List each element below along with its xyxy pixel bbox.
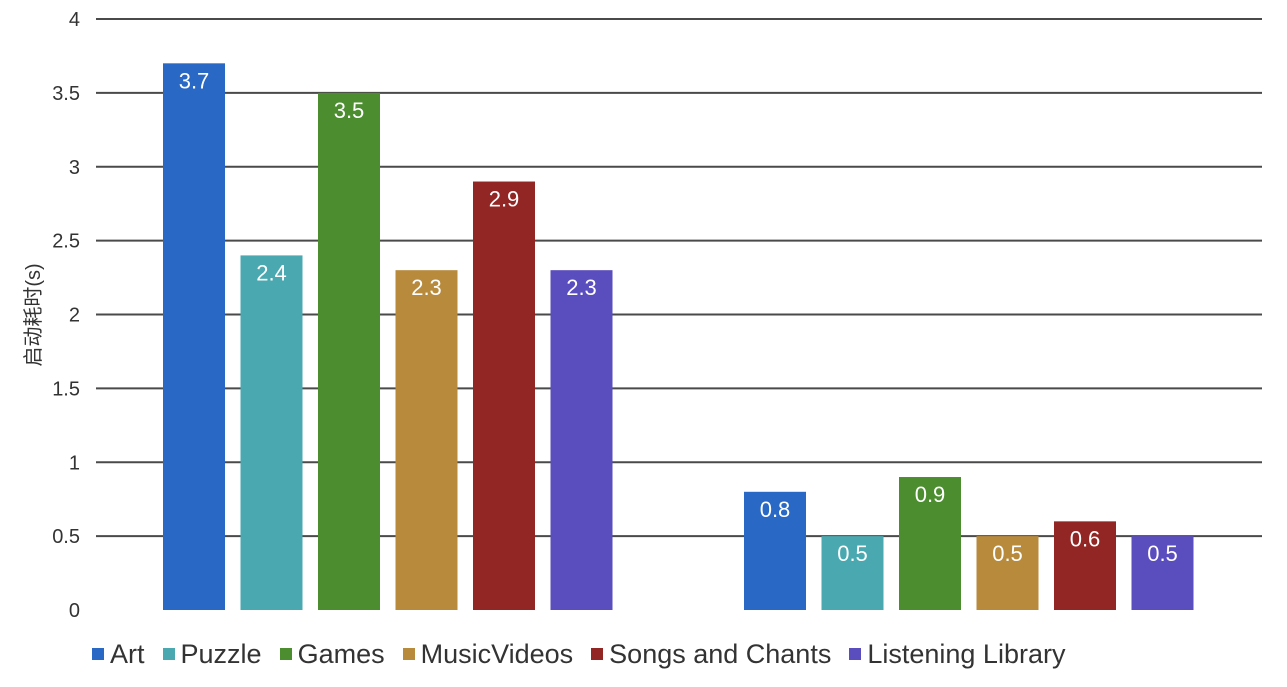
- legend-item: Art: [92, 639, 145, 670]
- data-label: 3.5: [334, 98, 365, 123]
- data-label: 2.3: [411, 275, 442, 300]
- y-tick-label: 1: [69, 452, 80, 474]
- legend-item: Songs and Chants: [591, 639, 831, 670]
- legend-swatch: [849, 648, 862, 660]
- chart-svg: 0 0.5 1 1.5 2 2.5 3 3.5 4 3.7 0.8 2.4 0.5 3.5 0.9 2.3 0.…: [22, 9, 1262, 622]
- data-label: 0.5: [837, 541, 868, 566]
- legend-label: Listening Library: [867, 638, 1066, 669]
- data-label: 0.6: [1070, 526, 1101, 551]
- bar-puzzle: [821, 536, 884, 610]
- bar-art: [744, 491, 806, 610]
- bar-games: [318, 92, 380, 610]
- data-label: 3.7: [179, 68, 210, 93]
- legend-item: Puzzle: [162, 638, 262, 670]
- label-layer: 0 0.5 1 1.5 2 2.5 3 3.5 4 3.7 0.8 2.4 0.5 3.5 0.9 2.3 0.…: [52, 9, 1178, 622]
- legend-swatch: [162, 648, 175, 660]
- legend-swatch: [92, 648, 104, 660]
- bar-art: [163, 63, 225, 610]
- y-tick-label: 0.5: [52, 526, 80, 548]
- legend-item: Listening Library: [849, 639, 1065, 670]
- bar-layer: [163, 63, 1194, 610]
- legend-label: Puzzle: [180, 638, 262, 669]
- data-label: 2.4: [256, 260, 287, 285]
- data-label: 0.5: [1147, 541, 1178, 566]
- legend-item: MusicVideos: [402, 638, 574, 670]
- bar-listening-library: [550, 270, 613, 610]
- legend-swatch: [279, 648, 292, 660]
- data-label: 2.3: [566, 275, 597, 300]
- legend-label: MusicVideos: [420, 638, 574, 669]
- y-tick-label: 3: [69, 157, 80, 179]
- bar-songs-and-chants: [473, 181, 535, 610]
- y-tick-label: 4: [69, 9, 80, 31]
- bar-listening-library: [1131, 536, 1194, 610]
- y-axis-title: 启动耗时(s): [22, 263, 45, 366]
- legend-swatch: [591, 648, 604, 660]
- legend-item: Games: [279, 638, 385, 670]
- y-tick-label: 2: [69, 305, 80, 327]
- data-label: 0.5: [992, 541, 1023, 566]
- y-tick-label: 1.5: [52, 378, 80, 400]
- y-tick-label: 0: [69, 600, 80, 620]
- bar-puzzle: [240, 255, 303, 610]
- data-label: 0.9: [915, 482, 946, 507]
- legend-swatch: [402, 648, 415, 660]
- bar-songs-and-chants: [1054, 521, 1116, 610]
- data-label: 2.9: [489, 187, 520, 212]
- legend-label: Games: [297, 638, 385, 669]
- legend-label: Art: [110, 638, 145, 669]
- legend-label: Songs and Chants: [609, 638, 832, 669]
- bar-musicvideos: [976, 536, 1039, 610]
- bar-musicvideos: [395, 270, 458, 610]
- data-label: 0.8: [760, 497, 791, 522]
- legend: Art Puzzle Games MusicVideos Songs and Chant…: [92, 634, 1065, 674]
- y-tick-label: 2.5: [52, 231, 80, 253]
- bar-games: [899, 477, 961, 610]
- y-tick-label: 3.5: [52, 83, 80, 105]
